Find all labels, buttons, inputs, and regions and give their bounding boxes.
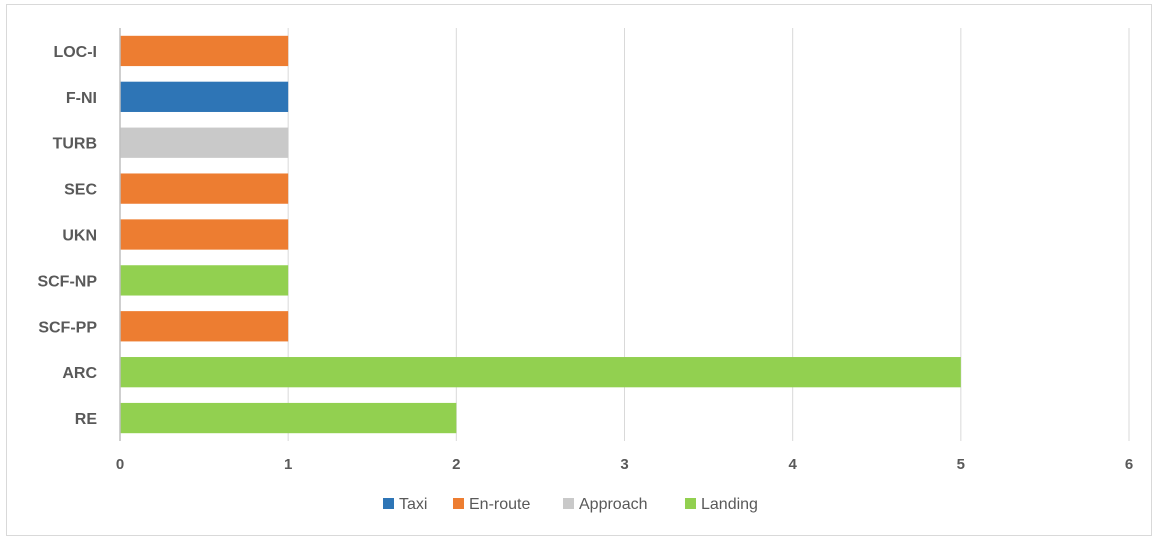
- y-category-label-scf-np: SCF-NP: [37, 273, 97, 290]
- bar-f-ni-taxi: [120, 81, 289, 112]
- axes: 0 1 2 3 4 5 6 LOC-I F-NI TURB SEC UKN SCF-NP SCF-PP AR…: [37, 28, 1133, 473]
- y-category-label-loc-i: LOC-I: [53, 44, 97, 61]
- x-tick-label-2: 2: [452, 456, 460, 473]
- legend-swatch-en-route: [453, 498, 464, 509]
- x-tick-label-0: 0: [116, 456, 124, 473]
- y-category-label-scf-pp: SCF-PP: [38, 319, 97, 336]
- bar-scf-np-landing: [120, 265, 289, 296]
- x-tick-label-1: 1: [284, 456, 292, 473]
- legend-label-approach: Approach: [579, 496, 648, 513]
- bar-re-landing: [120, 402, 457, 434]
- bar-arc-landing: [120, 357, 961, 388]
- y-category-label-re: RE: [75, 411, 98, 428]
- bar-loc-i-en-route: [120, 35, 289, 67]
- legend: Taxi En-route Approach Landing: [383, 496, 758, 513]
- bar-chart: 0 1 2 3 4 5 6 LOC-I F-NI TURB SEC UKN SCF-NP SCF-PP AR…: [37, 28, 1133, 513]
- legend-swatch-taxi: [383, 498, 394, 509]
- x-tick-label-4: 4: [788, 456, 797, 473]
- legend-label-en-route: En-route: [469, 496, 530, 513]
- x-tick-label-6: 6: [1125, 456, 1133, 473]
- bars: [120, 35, 961, 434]
- legend-swatch-landing: [685, 498, 696, 509]
- bar-turb-approach: [120, 127, 289, 158]
- x-tick-label-3: 3: [620, 456, 628, 473]
- y-category-label-arc: ARC: [62, 365, 97, 382]
- chart-frame: 0 1 2 3 4 5 6 LOC-I F-NI TURB SEC UKN SCF-NP SCF-PP AR…: [6, 4, 1152, 536]
- y-category-label-turb: TURB: [53, 136, 97, 153]
- legend-swatch-approach: [563, 498, 574, 509]
- x-tick-label-5: 5: [957, 456, 965, 473]
- legend-label-taxi: Taxi: [399, 496, 427, 513]
- y-category-label-f-ni: F-NI: [66, 90, 97, 107]
- y-category-label-ukn: UKN: [62, 228, 97, 245]
- bar-scf-pp-en-route: [120, 311, 289, 342]
- bar-ukn-en-route: [120, 219, 289, 250]
- legend-label-landing: Landing: [701, 496, 758, 513]
- y-category-label-sec: SEC: [64, 182, 97, 199]
- bar-sec-en-route: [120, 173, 289, 204]
